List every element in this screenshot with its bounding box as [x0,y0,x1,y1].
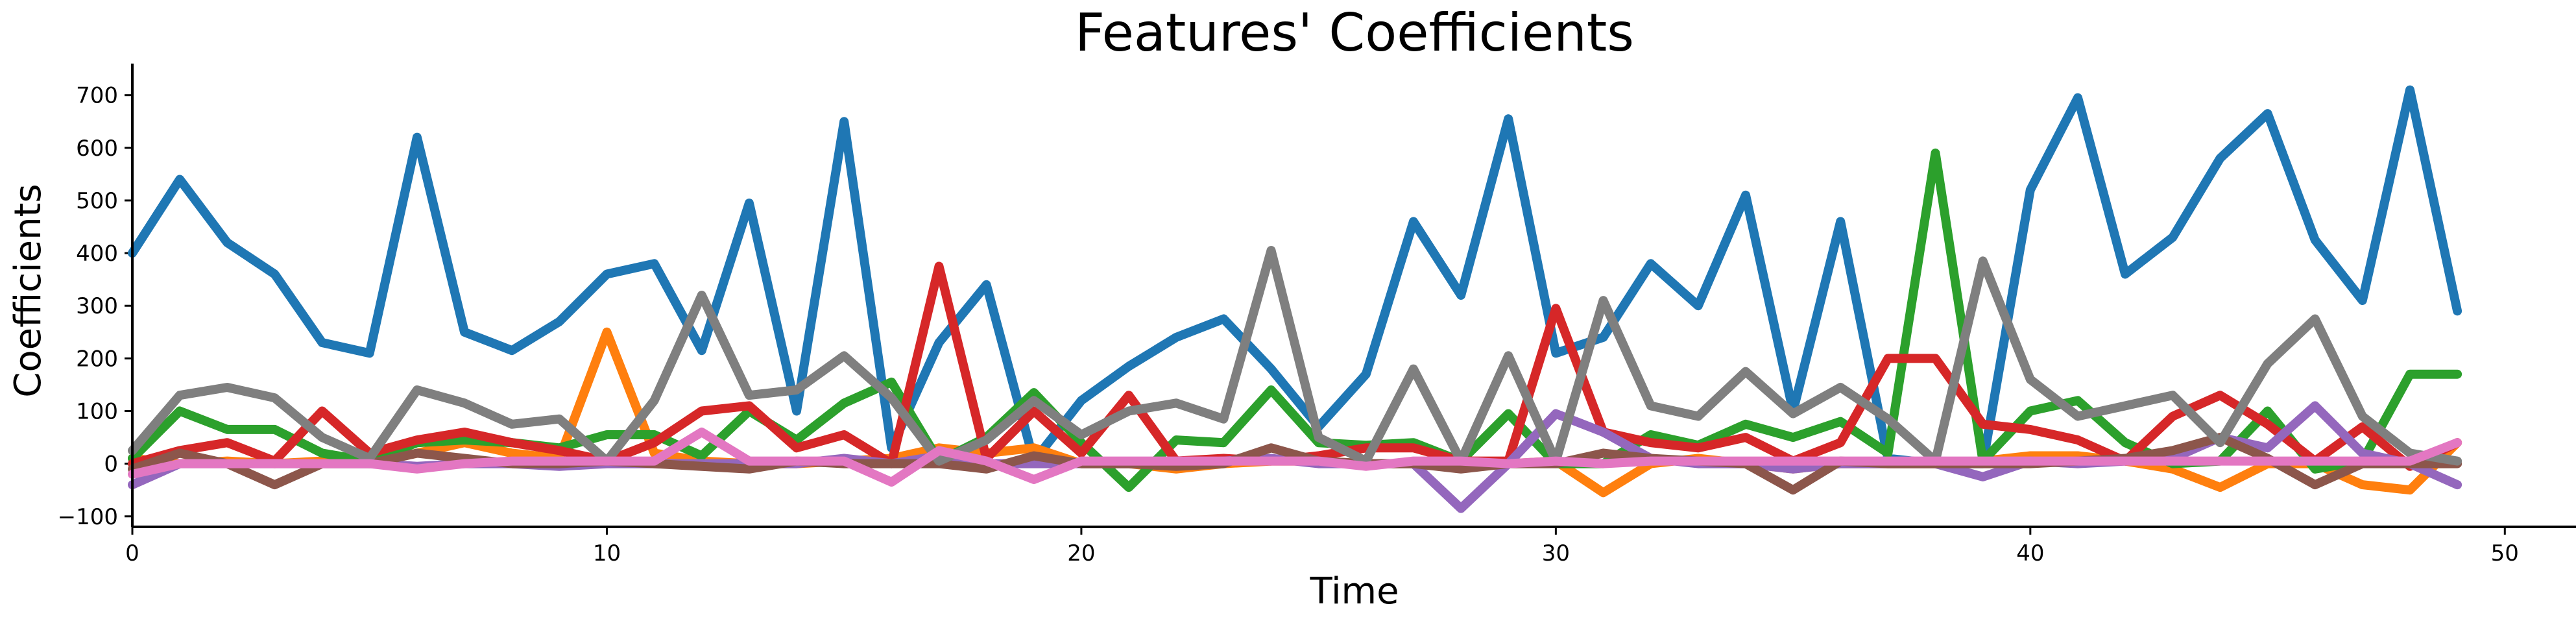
x-tick-label: 10 [593,540,621,566]
y-tick-label: 600 [76,136,118,162]
series-line-7 [128,246,2462,466]
chart-title: Features' Coefficients [1075,3,1634,63]
series-lines [128,85,2462,513]
x-tick-label: 0 [125,540,139,566]
x-tick-label: 50 [2491,540,2519,566]
x-axis-label: Time [1309,570,1399,613]
x-tick-label: 30 [1542,540,1570,566]
y-tick-label: 300 [76,293,118,319]
y-axis-label: Coefficients [7,184,49,397]
series-line-8 [128,428,2462,487]
y-tick-label: 200 [76,346,118,372]
y-tick-label: 700 [76,83,118,109]
y-tick-label: 500 [76,188,118,214]
series-line-1 [128,85,2462,468]
y-tick-label: −100 [58,504,118,530]
y-tick-label: 0 [104,452,118,478]
y-tick-label: 400 [76,241,118,267]
x-tick-label: 40 [2016,540,2044,566]
axis-ticks: −100 0 100 200 300 400 500 600 700 0 10 20 30 40 50 [58,83,2519,566]
axes [131,64,2576,528]
series-line-4 [128,261,2462,471]
y-tick-label: 100 [76,399,118,425]
x-tick-label: 20 [1067,540,1095,566]
